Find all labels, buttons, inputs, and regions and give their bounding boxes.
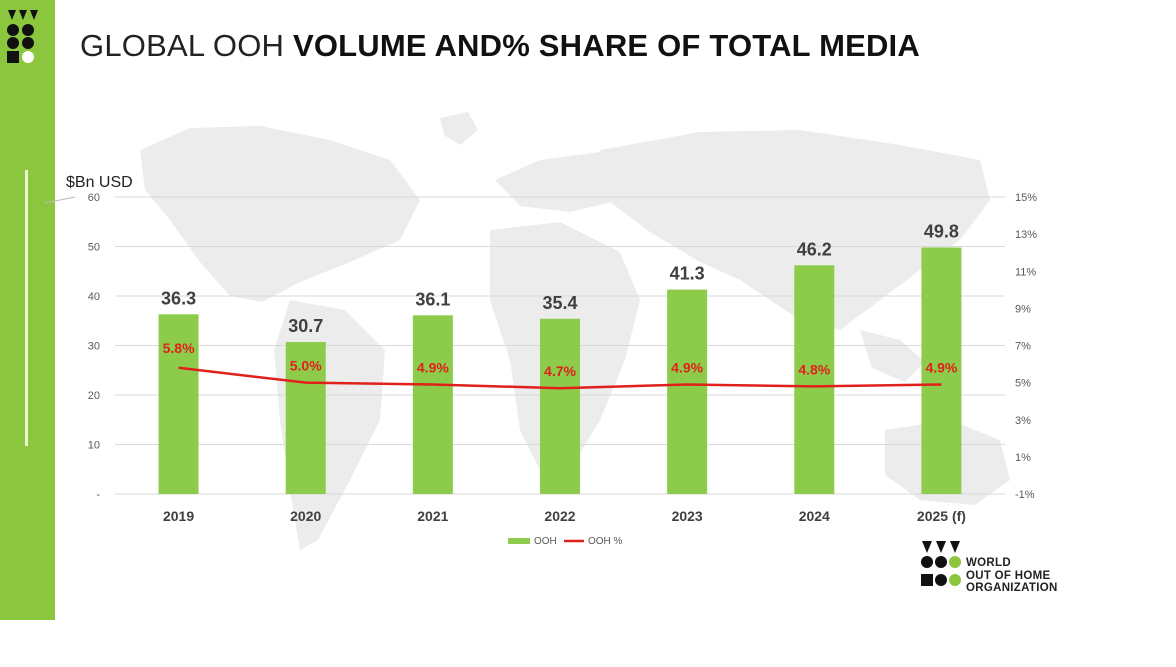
y2-tick-label: 1% (1015, 452, 1031, 464)
bar-ooh (794, 265, 835, 494)
brand-line-1: WORLD (966, 557, 1011, 569)
y2-tick-label: 13% (1015, 229, 1037, 241)
bar-value-label: 35.4 (542, 293, 577, 313)
brand-logo-icon (921, 541, 961, 586)
bar-ooh (158, 314, 199, 494)
line-value-label: 4.9% (671, 359, 703, 375)
y-tick-label: 60 (88, 192, 100, 204)
legend-swatch-ooh (508, 538, 530, 544)
title-bold: VOLUME AND% SHARE OF TOTAL MEDIA (292, 28, 920, 63)
y-axis-title: $Bn USD (66, 174, 133, 191)
y2-tick-label: 9% (1015, 303, 1031, 315)
y-tick-label: 40 (88, 291, 100, 303)
brand-logo (921, 540, 963, 601)
y-tick-label: - (96, 489, 100, 501)
line-value-label: 4.9% (417, 359, 449, 375)
sidebar-divider (25, 170, 28, 446)
x-tick-label: 2025 (f) (917, 508, 966, 524)
bar-ooh (285, 342, 326, 494)
y-tick-label: 10 (88, 440, 100, 452)
title-light: GLOBAL OOH (80, 28, 285, 63)
brand-name: WORLD OUT OF HOME ORGANIZATION (966, 557, 1058, 595)
bar-value-label: 36.3 (161, 288, 196, 308)
x-tick-label: 2021 (417, 508, 448, 524)
bar-value-label: 30.7 (288, 316, 323, 336)
y-axis-title-leader (44, 196, 76, 204)
line-value-label: 5.0% (290, 358, 322, 374)
x-tick-label: 2020 (290, 508, 321, 524)
bar-ooh (540, 318, 580, 494)
line-value-label: 4.9% (925, 359, 957, 375)
y2-tick-label: 3% (1015, 415, 1031, 427)
y2-tick-label: 7% (1015, 341, 1031, 353)
page-title: GLOBAL OOH VOLUME AND% SHARE OF TOTAL ME… (80, 28, 920, 64)
series-line-ooh-pct (178, 366, 942, 390)
x-tick-label: 2023 (672, 508, 703, 524)
y-tick-label: 30 (88, 341, 100, 353)
x-tick-label: 2024 (799, 508, 830, 524)
x-tick-label: 2022 (544, 508, 575, 524)
line-value-label: 4.7% (544, 363, 576, 379)
bar-ooh (412, 315, 453, 494)
bar-ooh (921, 247, 962, 494)
y2-tick-label: 5% (1015, 378, 1031, 390)
logo-icon (7, 10, 38, 63)
y2-tick-label: -1% (1015, 489, 1035, 501)
bar-value-label: 49.8 (924, 221, 959, 241)
bar-value-label: 46.2 (797, 239, 832, 259)
line-value-label: 4.8% (798, 361, 830, 377)
y-tick-label: 50 (88, 242, 100, 254)
bar-value-label: 41.3 (670, 264, 705, 284)
legend-label-ooh: OOH (534, 536, 557, 547)
line-value-label: 5.8% (163, 340, 195, 356)
x-tick-label: 2019 (163, 508, 194, 524)
legend-label-ooh-pct: OOH % (588, 536, 623, 547)
brand-line-2: OUT OF HOME (966, 569, 1051, 582)
brand-line-3: ORGANIZATION (966, 582, 1058, 594)
y-tick-label: 20 (88, 390, 100, 402)
y2-tick-label: 11% (1015, 266, 1036, 278)
y2-tick-label: 15% (1015, 192, 1037, 204)
sidebar-band (0, 0, 55, 620)
bar-value-label: 36.1 (415, 289, 450, 309)
bar-ooh (667, 289, 708, 494)
